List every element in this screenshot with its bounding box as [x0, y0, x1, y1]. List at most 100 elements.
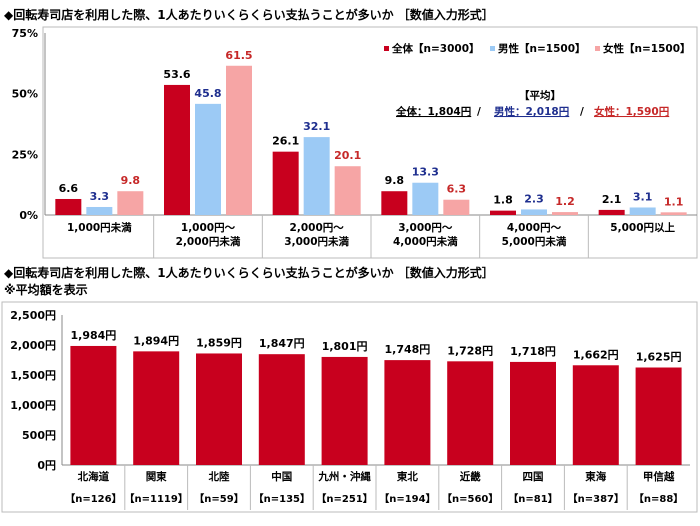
- chart1-data-label: 1.8: [493, 194, 513, 207]
- chart2-bar: [384, 360, 431, 465]
- chart2-data-label: 1,801円: [322, 340, 368, 353]
- chart1-data-label: 2.3: [524, 192, 544, 205]
- chart2-bar: [196, 353, 242, 465]
- chart1-data-label: 20.1: [334, 149, 361, 162]
- chart1-data-label: 3.1: [633, 190, 653, 203]
- chart2-data-label: 1,984円: [71, 329, 117, 342]
- chart2-bar: [635, 367, 682, 465]
- chart2-data-label: 1,894円: [133, 334, 179, 347]
- chart2-category-label: 東海: [585, 470, 606, 483]
- chart1-bar: [521, 209, 547, 215]
- average-all: 全体：1,804円: [395, 105, 471, 118]
- chart2-y-tick: 1,500円: [10, 369, 56, 382]
- chart2-bar: [258, 354, 305, 465]
- chart2-category-label: 北陸: [209, 470, 230, 483]
- chart1-data-label: 1.1: [664, 195, 684, 208]
- chart1-category-label: 5,000円未満: [502, 235, 567, 248]
- chart1-y-tick: 0%: [19, 209, 38, 222]
- chart1-title: ◆回転寿司店を利用した際、1人あたりいくらくらい支払うことが多いか ［数値入力形…: [4, 8, 494, 22]
- chart2-n-label: 【n=194】: [379, 492, 435, 505]
- chart1-bar: [660, 212, 687, 215]
- chart2-n-label: 【n=81】: [508, 492, 557, 505]
- chart1-data-label: 1.2: [555, 195, 575, 208]
- chart2-y-tick: 2,500円: [10, 309, 56, 322]
- chart2-category-label: 甲信越: [643, 470, 675, 483]
- chart1-bar: [195, 103, 221, 215]
- chart1-bar: [552, 212, 578, 215]
- chart1-data-label: 53.6: [163, 68, 190, 81]
- legend-label: 女性【n=1500】: [603, 42, 691, 55]
- chart2-data-label: 1,662円: [573, 348, 619, 361]
- average-male: 男性：2,018円: [494, 105, 569, 118]
- chart1-bar: [117, 191, 144, 215]
- chart2-data-label: 1,847円: [259, 337, 305, 350]
- chart1-bar: [412, 182, 439, 215]
- chart1-bar: [334, 166, 361, 215]
- chart2-y-tick: 500円: [22, 429, 56, 442]
- chart1-y-tick: 50%: [12, 88, 38, 101]
- chart2-title: ◆回転寿司店を利用した際、1人あたりいくらくらい支払うことが多いか ［数値入力形…: [4, 266, 494, 280]
- chart1-bar: [55, 198, 82, 215]
- chart1-bar: [443, 199, 470, 215]
- chart2-n-label: 【n=251】: [316, 492, 372, 505]
- chart2-category-label: 九州・沖縄: [317, 470, 371, 483]
- chart2-category-label: 関東: [146, 470, 167, 483]
- chart1-bar: [381, 191, 408, 215]
- chart2-bar: [70, 345, 117, 465]
- chart1-data-label: 32.1: [303, 120, 330, 133]
- chart2-category-label: 中国: [271, 470, 292, 483]
- chart1-bar: [629, 207, 656, 215]
- chart1-y-tick: 25%: [12, 148, 38, 161]
- chart1-data-label: 6.6: [59, 182, 79, 195]
- chart2-category-label: 東北: [397, 470, 418, 483]
- chart2-data-label: 1,718円: [510, 345, 556, 358]
- chart2-data-label: 1,748円: [385, 343, 431, 356]
- chart1-category-label: 4,000円未満: [393, 235, 458, 248]
- chart2-n-label: 【n=387】: [568, 492, 624, 505]
- chart2-n-label: 【n=126】: [65, 492, 121, 505]
- average-separator: /: [477, 106, 481, 118]
- chart1-bar: [226, 65, 252, 215]
- chart1-data-label: 45.8: [194, 87, 221, 100]
- chart1-bar: [272, 151, 299, 215]
- chart2-n-label: 【n=1119】: [125, 492, 188, 505]
- legend-label: 全体【n=3000】: [391, 42, 480, 55]
- chart1-category-label: 2,000円～: [290, 222, 345, 234]
- chart1-data-label: 13.3: [412, 166, 439, 179]
- chart1-data-label: 61.5: [225, 49, 252, 62]
- chart2-data-label: 1,625円: [636, 351, 682, 364]
- chart1-y-tick: 75%: [12, 27, 38, 40]
- average-separator: /: [580, 106, 584, 118]
- legend-swatch: [595, 46, 600, 51]
- chart1-data-label: 6.3: [447, 183, 467, 196]
- chart2-bar: [572, 365, 619, 465]
- legend-swatch: [384, 46, 389, 51]
- chart2-frame: [1, 301, 698, 513]
- chart2-data-label: 1,728円: [447, 344, 493, 357]
- chart1-data-label: 9.8: [385, 174, 405, 187]
- chart2-n-label: 【n=135】: [254, 492, 310, 505]
- chart1-data-label: 3.3: [90, 190, 110, 203]
- chart1-category-label: 4,000円～: [507, 222, 562, 234]
- average-female: 女性：1,590円: [594, 105, 669, 118]
- chart2-category-label: 北海道: [78, 470, 110, 483]
- chart1-data-label: 26.1: [272, 135, 299, 148]
- chart2-bar: [447, 361, 494, 465]
- chart2-n-label: 【n=88】: [634, 492, 683, 505]
- chart1-category-label: 5,000円以上: [610, 221, 675, 234]
- chart2-n-label: 【n=560】: [442, 492, 498, 505]
- chart1-bar: [490, 210, 516, 215]
- chart2-bar: [510, 361, 556, 465]
- chart2-y-tick: 0円: [37, 459, 56, 472]
- chart1-data-label: 9.8: [121, 174, 141, 187]
- chart1-bar: [303, 137, 330, 215]
- chart2-n-label: 【n=59】: [194, 492, 243, 505]
- chart2-subtitle: ※平均額を表示: [4, 283, 88, 297]
- chart2-category-label: 四国: [523, 471, 544, 483]
- chart1-category-label: 3,000円～: [398, 222, 453, 234]
- chart2-y-tick: 1,000円: [10, 399, 56, 412]
- chart1-bar: [86, 206, 113, 215]
- chart1-category-label: 2,000円未満: [176, 235, 241, 248]
- chart2-category-label: 近畿: [460, 470, 481, 483]
